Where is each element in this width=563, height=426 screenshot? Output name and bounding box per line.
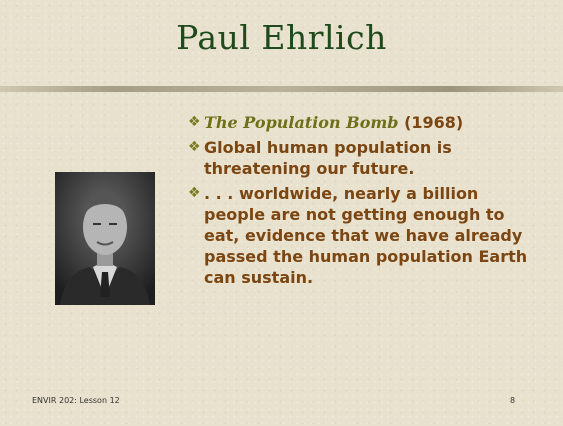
page-number: 8: [510, 396, 516, 405]
book-title: The Population Bomb: [204, 113, 399, 132]
bullet-text: Global human population is threatening o…: [204, 138, 452, 178]
bullet: Global human population is threatening o…: [188, 137, 533, 179]
slide-title: Paul Ehrlich: [176, 18, 387, 57]
bullet-text: (1968): [404, 113, 464, 132]
bullet-text: . . . worldwide, nearly a billion people…: [204, 184, 528, 287]
portrait-photo: [55, 172, 155, 305]
bullet: . . . worldwide, nearly a billion people…: [188, 183, 533, 288]
bullet-list: The Population Bomb (1968) Global human …: [188, 112, 533, 292]
bullet: The Population Bomb (1968): [188, 112, 533, 133]
divider: [0, 86, 563, 92]
footer-left: ENVIR 202: Lesson 12: [32, 396, 120, 405]
